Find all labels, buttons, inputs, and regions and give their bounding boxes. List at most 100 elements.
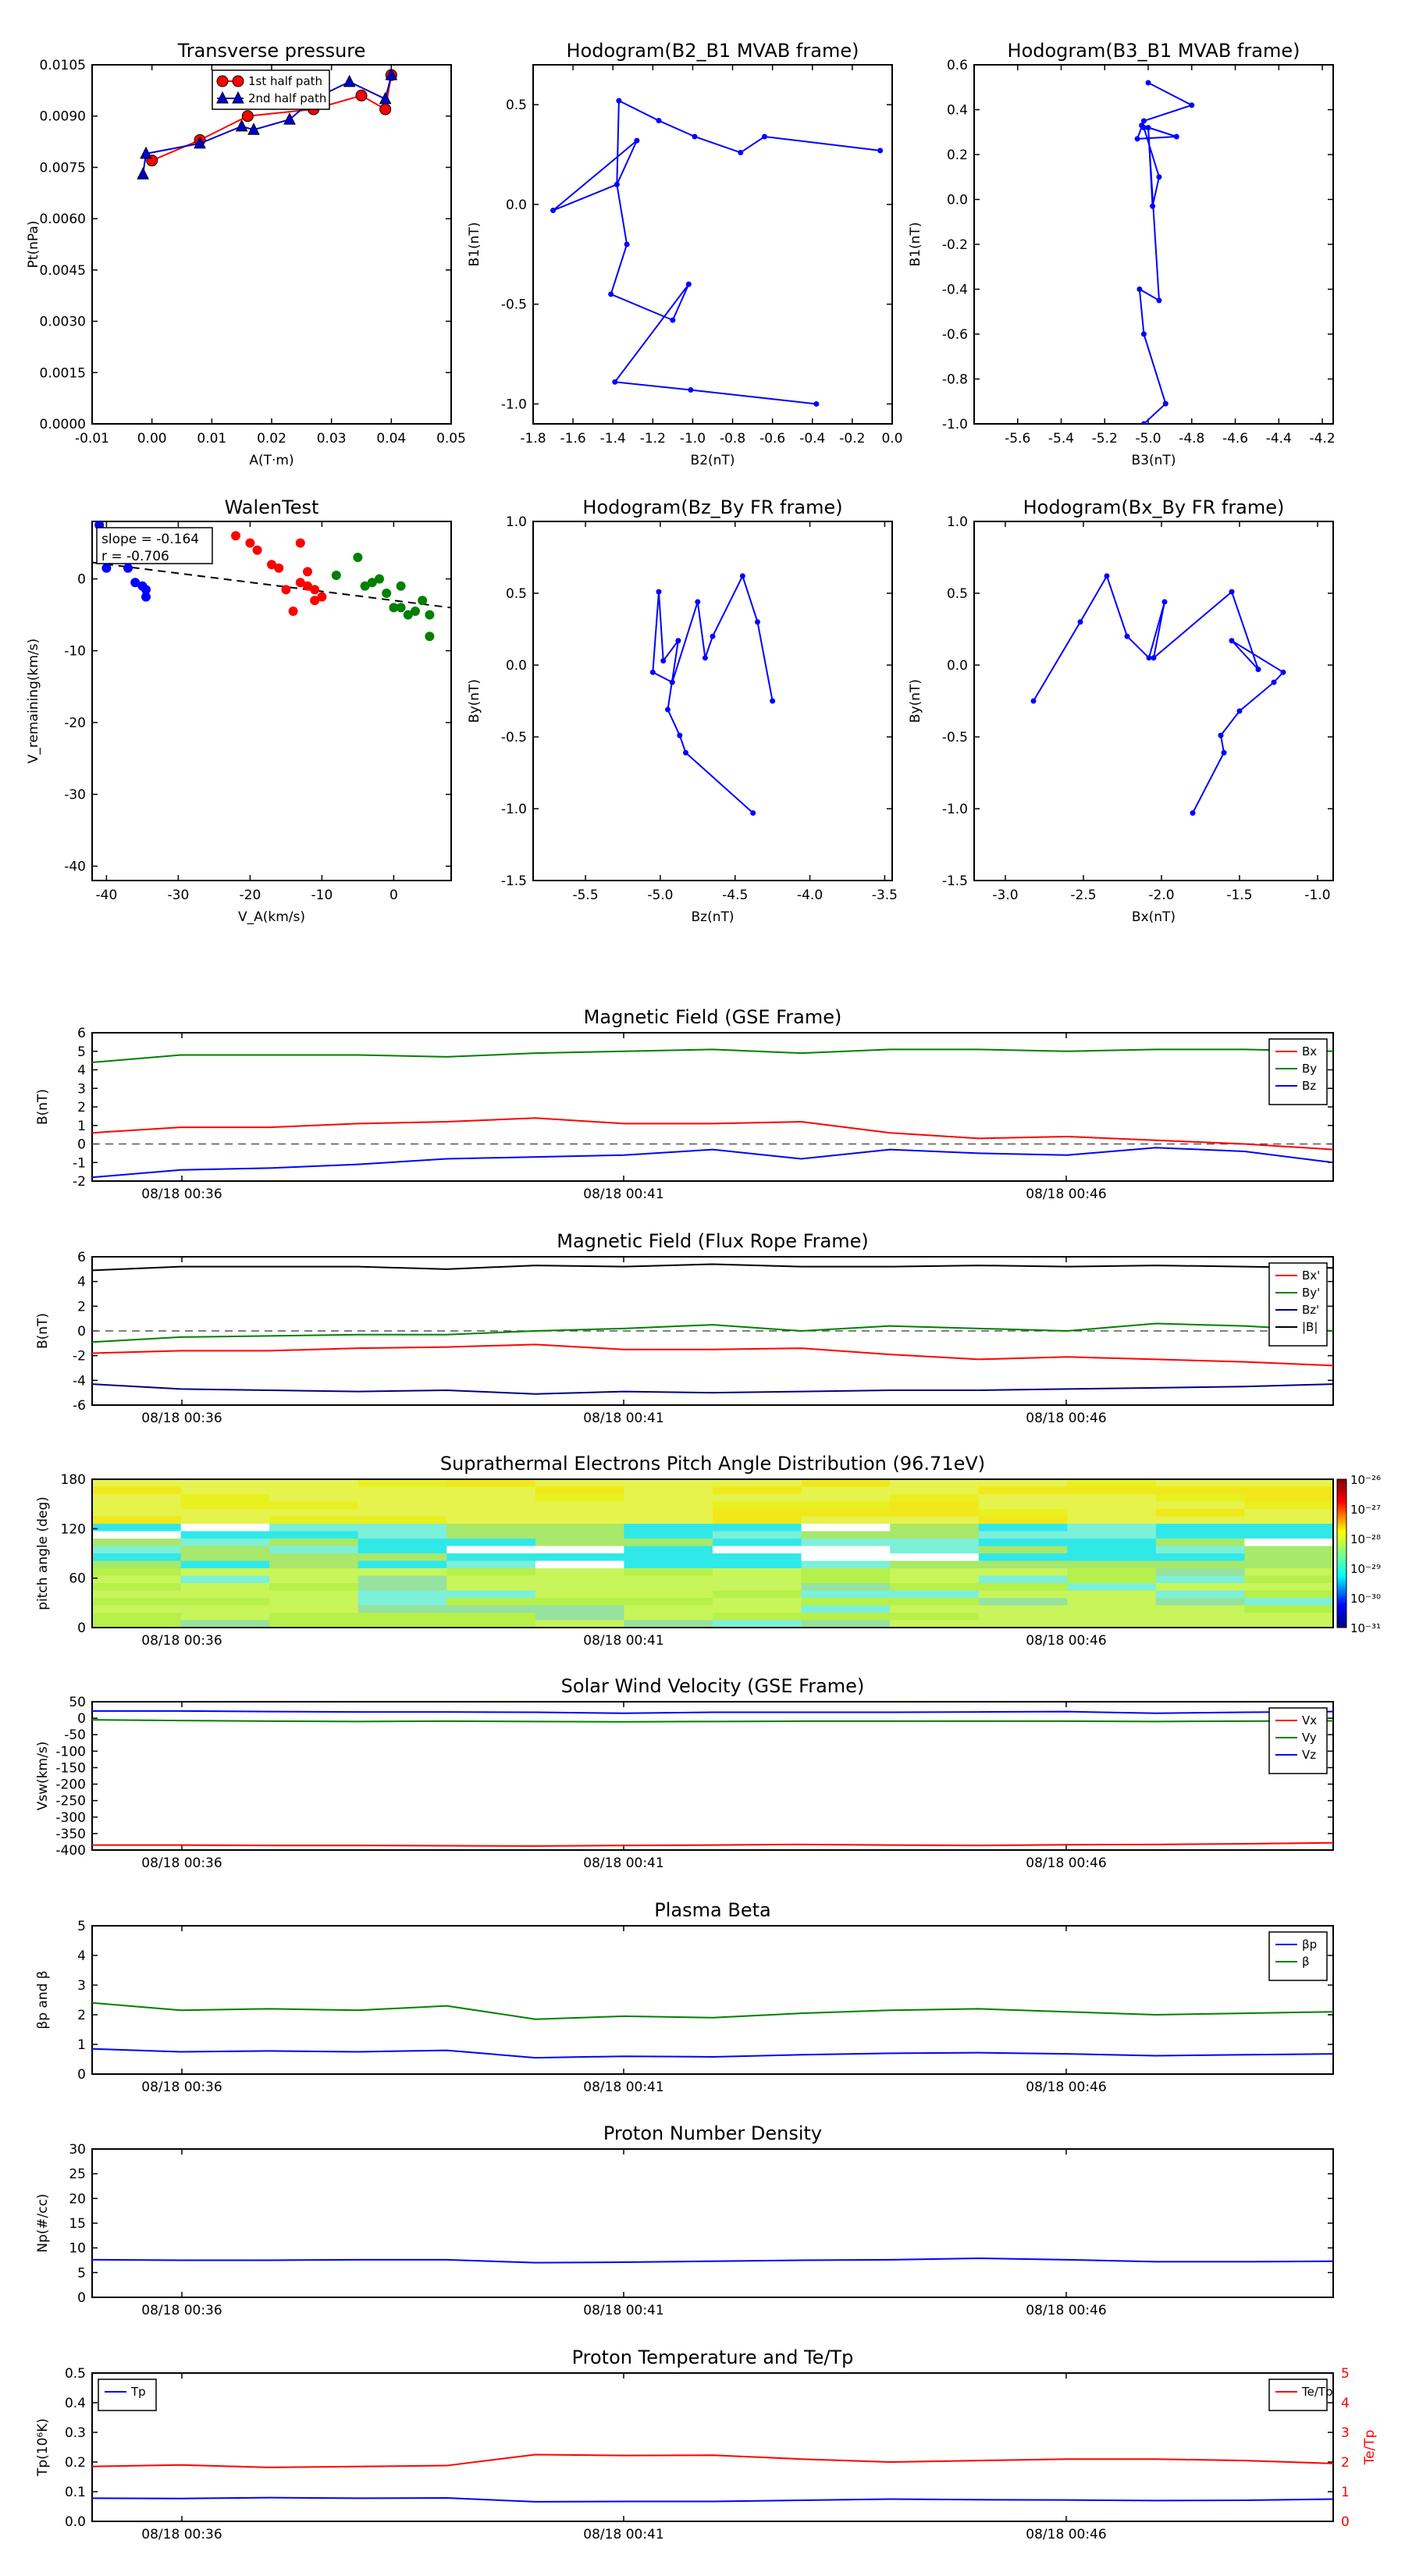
y-tick-label: 1.0 — [506, 514, 527, 530]
y-tick-label: 0.0 — [506, 658, 527, 674]
y-tick-label: -50 — [64, 1727, 86, 1743]
data-point — [1173, 133, 1179, 140]
legend-box — [1268, 1931, 1328, 1981]
y-tick-label: 6 — [77, 1250, 86, 1265]
x-tick-label: -0.6 — [759, 431, 785, 447]
series-line — [142, 74, 393, 175]
heatmap-cell — [978, 1613, 1068, 1621]
heatmap-cell — [180, 1531, 270, 1539]
y-tick-label: -0.8 — [942, 372, 968, 388]
heatmap-cell — [1244, 1620, 1334, 1628]
heatmap-cell — [180, 1509, 270, 1517]
x-tick-label: 08/18 00:41 — [583, 1856, 663, 1871]
y-axis-label: pitch angle (deg) — [35, 1496, 51, 1610]
y-tick-label: 60 — [69, 1571, 86, 1587]
x-tick-label: -1.6 — [560, 431, 586, 447]
y-axis-label: V_remaining(km/s) — [26, 639, 41, 763]
colorbar-bar — [1336, 1478, 1347, 1628]
legend-label: Te/Tp — [1301, 2385, 1333, 2399]
legend-label: Vz — [1302, 1748, 1316, 1762]
y-right-tick-label: 5 — [1341, 2366, 1350, 2382]
x-tick-label: 08/18 00:46 — [1026, 1633, 1106, 1649]
heatmap-cell — [1067, 1553, 1157, 1562]
data-point — [616, 98, 622, 104]
x-tick-label: -1.8 — [520, 431, 546, 447]
heatmap-cell — [535, 1575, 625, 1584]
y-tick-label: 1.0 — [947, 514, 968, 530]
heatmap-cell — [1244, 1539, 1334, 1547]
data-point — [755, 619, 760, 625]
y-tick-label: -1.5 — [501, 873, 527, 889]
series-line — [92, 1710, 1334, 1714]
heatmap-cell — [890, 1479, 980, 1488]
data-point — [1151, 655, 1157, 661]
y-right-tick-label: 3 — [1341, 2425, 1350, 2441]
y-tick-label: -40 — [64, 859, 86, 875]
heatmap-cell — [890, 1620, 980, 1628]
y-right-axis-label: Te/Tp — [1362, 2430, 1378, 2466]
heatmap-cell — [713, 1509, 802, 1517]
heatmap-cell — [624, 1568, 713, 1577]
heatmap-cell — [624, 1560, 713, 1569]
data-point — [379, 91, 392, 105]
heatmap — [92, 1479, 1334, 1628]
heatmap-cell — [624, 1605, 713, 1614]
x-tick-label: -0.01 — [75, 431, 109, 447]
heatmap-cell — [1155, 1553, 1246, 1562]
heatmap-cell — [180, 1568, 270, 1577]
data-point-red — [310, 596, 320, 606]
heatmap-cell — [180, 1598, 270, 1606]
data-point-red — [310, 585, 320, 595]
x-tick-label: -40 — [96, 888, 118, 903]
heatmap-cell — [1067, 1598, 1157, 1606]
heatmap-cell — [1155, 1546, 1246, 1554]
heatmap-cell — [1155, 1590, 1246, 1599]
heatmap-cell — [269, 1553, 359, 1562]
data-point-green — [396, 581, 406, 591]
heatmap-cell — [713, 1598, 802, 1606]
hodogram-path — [1136, 82, 1194, 424]
heatmap-cell — [801, 1575, 891, 1584]
data-point — [1145, 125, 1151, 130]
heatmap-cell — [801, 1553, 891, 1562]
data-point-blue — [141, 592, 151, 602]
heatmap-cell — [801, 1494, 891, 1503]
heatmap-cell — [92, 1598, 182, 1606]
x-tick-label: 0.01 — [197, 431, 226, 447]
legend-marker — [216, 75, 229, 87]
heatmap-cell — [92, 1590, 182, 1599]
heatmap-cell — [92, 1501, 182, 1510]
y-tick-label: -400 — [55, 1843, 86, 1859]
heatmap-cell — [357, 1516, 447, 1525]
data-point — [683, 749, 688, 756]
y-axis-label: B1(nT) — [467, 222, 482, 267]
x-tick-label: -3.5 — [872, 888, 898, 903]
x-tick-label: 08/18 00:41 — [583, 1187, 663, 1202]
x-tick-label: 08/18 00:46 — [1026, 2527, 1106, 2542]
heatmap-cell — [624, 1524, 713, 1532]
data-point-blue — [123, 563, 133, 573]
heatmap-cell — [978, 1494, 1068, 1503]
x-tick-label: 08/18 00:46 — [1026, 1411, 1106, 1426]
y-tick-label: 0 — [77, 1711, 86, 1727]
heatmap-cell — [801, 1509, 891, 1517]
chart-title: Hodogram(Bx_By FR frame) — [1023, 496, 1285, 518]
data-point — [761, 133, 767, 140]
x-tick-label: -1.4 — [600, 431, 626, 447]
heatmap-cell — [269, 1486, 359, 1495]
heatmap-cell — [1155, 1524, 1246, 1532]
heatmap-cell — [890, 1516, 980, 1525]
heatmap-cell — [890, 1531, 980, 1539]
heatmap-cell — [978, 1546, 1068, 1554]
x-tick-label: 08/18 00:41 — [583, 2303, 663, 2318]
heatmap-cell — [535, 1560, 625, 1569]
data-point-green — [425, 610, 435, 620]
heatmap-cell — [446, 1613, 536, 1621]
series-line — [91, 1719, 1334, 1723]
heatmap-cell — [1067, 1524, 1157, 1532]
heatmap-cell — [180, 1494, 270, 1503]
heatmap-cell — [801, 1516, 891, 1525]
heatmap-cell — [92, 1539, 182, 1547]
data-point-green — [418, 596, 428, 606]
legend-label: Bz — [1302, 1079, 1316, 1093]
